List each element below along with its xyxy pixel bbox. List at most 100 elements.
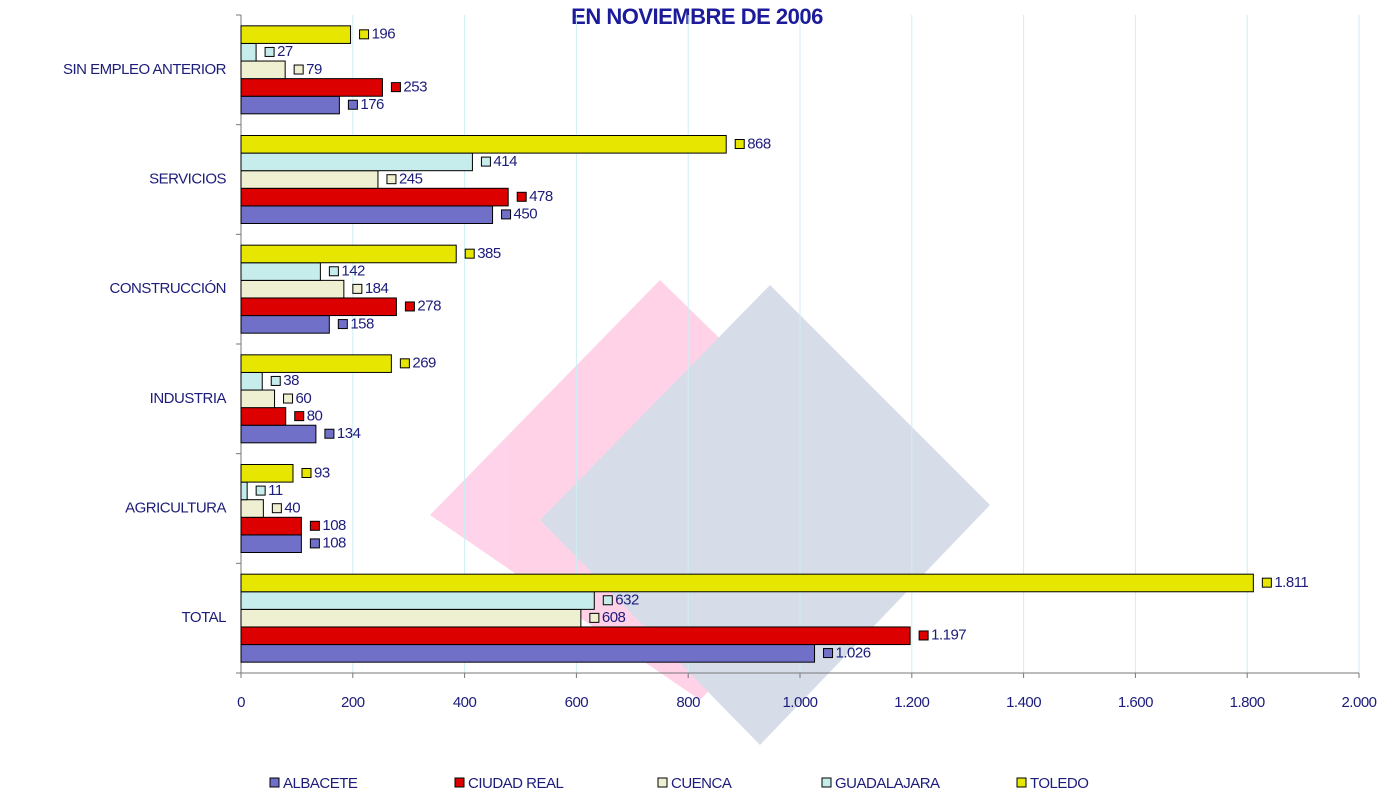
label-marker — [386, 174, 397, 185]
chart-title: EN NOVIEMBRE DE 2006 — [571, 4, 823, 29]
bar — [240, 262, 321, 281]
label-marker — [283, 393, 294, 404]
x-tick-label: 1.600 — [1118, 694, 1153, 711]
bar — [240, 170, 379, 189]
legend-swatch — [454, 777, 465, 788]
bar — [240, 187, 509, 207]
legend-swatch — [821, 777, 832, 788]
y-tick-label: INDUSTRIA — [150, 390, 227, 407]
bar — [240, 25, 352, 44]
bar — [240, 573, 1254, 593]
value-label: 1.026 — [836, 644, 871, 661]
legend-swatch — [657, 777, 668, 788]
bar — [240, 608, 582, 628]
y-tick-label: AGRICULTURA — [125, 499, 226, 516]
value-label: 450 — [514, 206, 538, 223]
value-label: 245 — [399, 170, 423, 187]
label-marker — [328, 266, 339, 277]
label-marker — [255, 485, 266, 496]
label-marker — [1261, 577, 1272, 588]
value-label: 108 — [322, 535, 346, 552]
label-marker — [602, 595, 613, 606]
bar — [240, 315, 330, 334]
bar — [240, 205, 494, 224]
value-label: 608 — [602, 609, 626, 626]
label-marker — [294, 411, 305, 422]
value-label: 158 — [350, 315, 374, 332]
label-marker — [271, 503, 282, 514]
bar — [240, 42, 257, 62]
value-label: 478 — [529, 188, 553, 205]
bar — [240, 389, 276, 409]
bar — [240, 152, 473, 172]
label-marker — [347, 99, 358, 110]
x-tick-label: 1.200 — [894, 694, 929, 711]
x-tick-label: 800 — [676, 694, 700, 711]
bar — [240, 279, 345, 299]
bar — [240, 591, 595, 610]
value-label: 269 — [412, 355, 436, 372]
label-marker — [390, 82, 401, 93]
bar — [240, 499, 264, 518]
bar — [240, 297, 397, 317]
x-tick-label: 200 — [341, 694, 365, 711]
bar — [240, 354, 392, 373]
value-label: 11 — [268, 482, 283, 499]
label-marker — [301, 468, 312, 478]
bar — [240, 60, 286, 80]
x-tick-label: 1.000 — [782, 694, 817, 711]
x-tick-label: 1.400 — [1006, 694, 1041, 711]
bar — [240, 407, 287, 426]
bar — [240, 244, 457, 264]
label-marker — [734, 139, 745, 149]
legend-swatch — [1016, 777, 1027, 788]
bar — [240, 516, 302, 536]
value-label: 176 — [360, 96, 384, 113]
value-label: 27 — [277, 43, 293, 60]
legend-label: TOLEDO — [1030, 775, 1088, 792]
label-marker — [464, 248, 475, 259]
value-label: 134 — [337, 425, 361, 442]
label-marker — [293, 64, 304, 75]
label-marker — [501, 209, 512, 220]
x-tick-label: 400 — [453, 694, 477, 711]
value-label: 196 — [372, 26, 396, 43]
x-tick-label: 2.000 — [1341, 694, 1376, 711]
y-tick-label: SERVICIOS — [149, 170, 226, 187]
label-marker — [309, 538, 320, 549]
value-label: 385 — [477, 245, 501, 262]
bar — [240, 481, 248, 501]
value-label: 93 — [314, 464, 330, 481]
bar — [240, 644, 816, 663]
bar — [240, 78, 383, 97]
legend-label: CIUDAD REAL — [468, 775, 564, 792]
value-label: 414 — [493, 153, 517, 170]
bar — [240, 464, 294, 483]
y-tick-label: TOTAL — [182, 609, 227, 626]
label-marker — [324, 428, 335, 439]
value-label: 868 — [747, 135, 771, 152]
value-label: 38 — [283, 372, 299, 389]
label-marker — [337, 319, 348, 330]
value-label: 40 — [284, 499, 300, 516]
bar — [240, 534, 302, 554]
label-marker — [399, 358, 410, 369]
x-tick-label: 0 — [237, 694, 245, 711]
legend-swatch — [269, 777, 280, 788]
bar — [240, 95, 340, 115]
label-marker — [404, 301, 415, 312]
label-marker — [918, 630, 929, 641]
value-label: 79 — [306, 61, 322, 78]
label-marker — [309, 520, 320, 531]
value-label: 184 — [365, 280, 389, 297]
bar — [240, 626, 911, 646]
label-marker — [270, 375, 281, 386]
value-label: 80 — [307, 407, 323, 424]
x-tick-label: 1.800 — [1230, 694, 1265, 711]
value-label: 632 — [615, 592, 639, 609]
legend-label: CUENCA — [671, 775, 732, 792]
label-marker — [823, 648, 834, 659]
value-label: 253 — [403, 78, 427, 95]
value-label: 278 — [417, 298, 441, 315]
